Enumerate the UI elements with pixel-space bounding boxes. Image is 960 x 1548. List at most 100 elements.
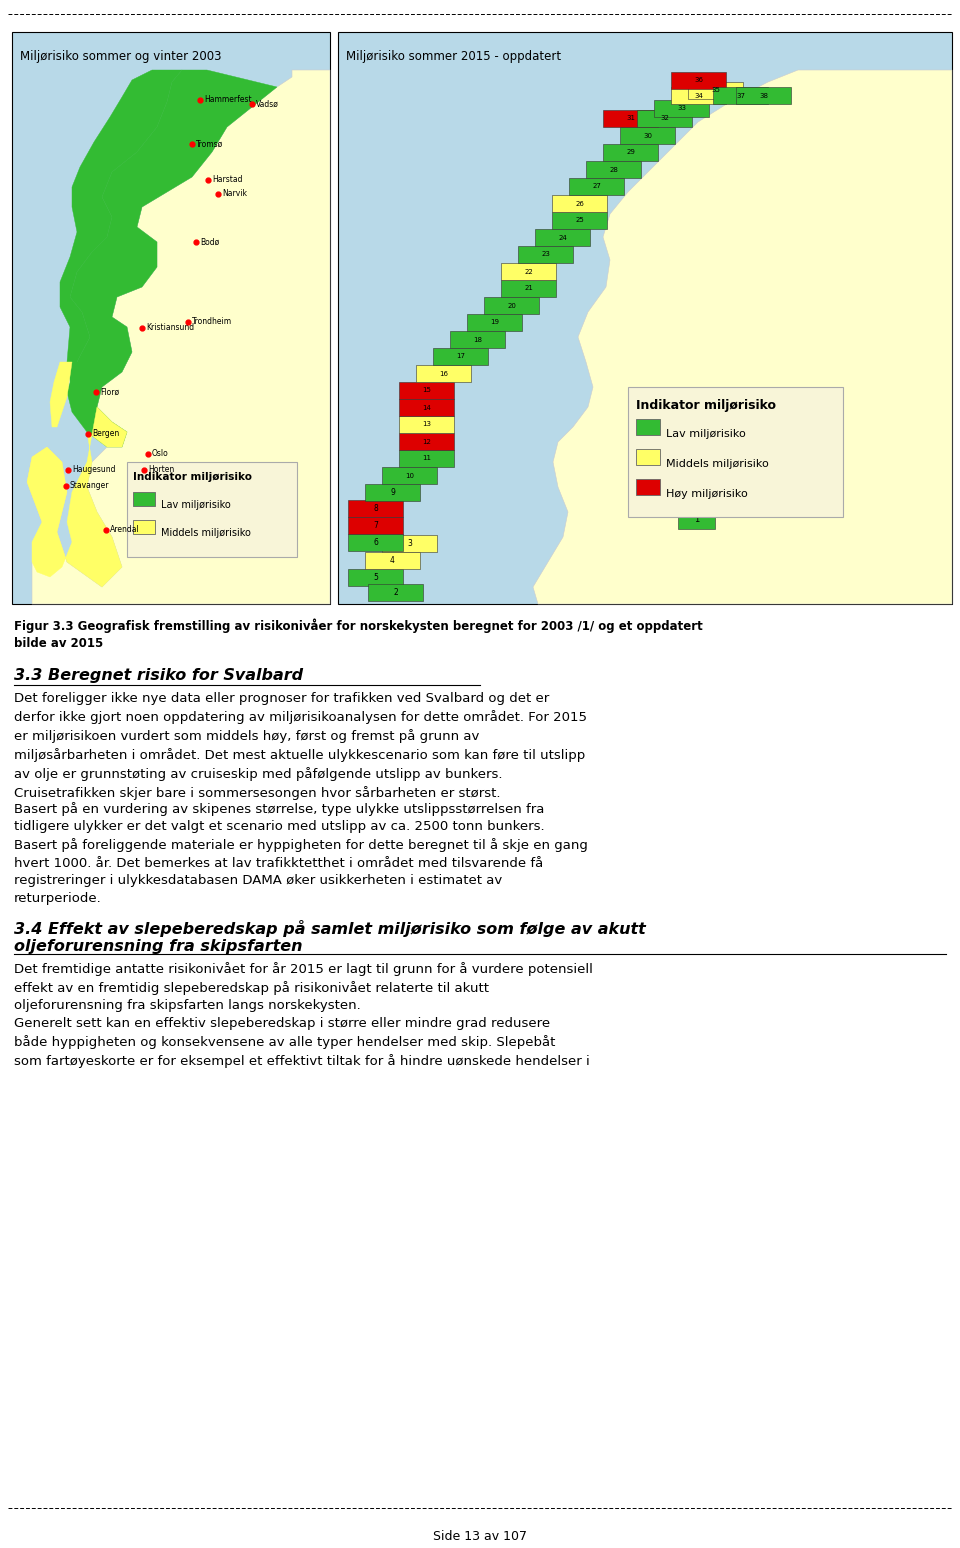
Bar bbox=[484, 297, 539, 314]
Text: Figur 3.3 Geografisk fremstilling av risikonivåer for norskekysten beregnet for : Figur 3.3 Geografisk fremstilling av ris… bbox=[14, 618, 703, 650]
Bar bbox=[678, 492, 715, 529]
Text: Oslo: Oslo bbox=[152, 449, 169, 458]
Text: 11: 11 bbox=[422, 455, 431, 461]
Text: 12: 12 bbox=[422, 438, 431, 444]
Bar bbox=[348, 570, 403, 587]
Bar bbox=[365, 553, 420, 570]
Text: 26: 26 bbox=[575, 201, 584, 206]
Polygon shape bbox=[67, 70, 277, 447]
Text: 38: 38 bbox=[759, 93, 768, 99]
Bar bbox=[637, 110, 692, 127]
Text: 20: 20 bbox=[507, 302, 516, 308]
Text: Middels miljørisiko: Middels miljørisiko bbox=[161, 528, 251, 539]
Text: 19: 19 bbox=[490, 319, 499, 325]
Bar bbox=[636, 420, 660, 435]
Bar bbox=[365, 485, 420, 502]
Polygon shape bbox=[60, 70, 182, 412]
Text: 8: 8 bbox=[373, 505, 378, 512]
Text: 13: 13 bbox=[422, 421, 431, 427]
Text: Narvik: Narvik bbox=[222, 189, 247, 198]
Bar bbox=[382, 536, 437, 553]
Polygon shape bbox=[27, 70, 330, 604]
Text: Harstad: Harstad bbox=[212, 175, 243, 184]
Text: 31: 31 bbox=[626, 116, 635, 121]
Text: Kristiansund: Kristiansund bbox=[146, 324, 194, 333]
Bar bbox=[467, 314, 522, 331]
Text: Tromsø: Tromsø bbox=[196, 139, 224, 149]
Bar bbox=[603, 110, 658, 127]
Bar bbox=[399, 399, 454, 416]
Bar bbox=[620, 127, 675, 144]
Text: Bodø: Bodø bbox=[200, 237, 219, 246]
Polygon shape bbox=[50, 362, 72, 427]
Text: 3.4 Effekt av slepeberedskap på samlet miljørisiko som følge av akutt
oljeforure: 3.4 Effekt av slepeberedskap på samlet m… bbox=[14, 920, 646, 955]
Text: 16: 16 bbox=[439, 370, 448, 376]
Text: Indikator miljørisiko: Indikator miljørisiko bbox=[636, 399, 776, 412]
Text: 3: 3 bbox=[407, 539, 412, 548]
Text: 14: 14 bbox=[422, 404, 431, 410]
Bar bbox=[399, 416, 454, 433]
Bar bbox=[399, 450, 454, 467]
Polygon shape bbox=[27, 407, 127, 587]
Text: 18: 18 bbox=[473, 336, 482, 342]
Polygon shape bbox=[533, 70, 952, 604]
Text: Horten: Horten bbox=[148, 466, 175, 475]
Text: Side 13 av 107: Side 13 av 107 bbox=[433, 1529, 527, 1543]
Bar bbox=[399, 433, 454, 450]
Text: Stavanger: Stavanger bbox=[70, 481, 109, 491]
Bar bbox=[552, 212, 607, 229]
Bar bbox=[348, 534, 403, 551]
Bar bbox=[133, 520, 155, 534]
Text: 25: 25 bbox=[575, 218, 584, 223]
Text: 28: 28 bbox=[609, 167, 618, 172]
Text: 24: 24 bbox=[558, 234, 566, 240]
Text: 29: 29 bbox=[626, 150, 635, 155]
Bar bbox=[628, 387, 843, 517]
Text: 1: 1 bbox=[694, 514, 699, 523]
Bar bbox=[736, 87, 791, 104]
Text: Middels miljørisiko: Middels miljørisiko bbox=[666, 460, 769, 469]
Text: 36: 36 bbox=[694, 77, 703, 84]
Text: Bergen: Bergen bbox=[92, 429, 119, 438]
Text: Basert på en vurdering av skipenes størrelse, type ulykke utslippsstørrelsen fra: Basert på en vurdering av skipenes størr… bbox=[14, 802, 588, 906]
Bar bbox=[416, 365, 471, 382]
Text: 2: 2 bbox=[394, 588, 397, 598]
Bar bbox=[552, 195, 607, 212]
Bar bbox=[671, 87, 726, 104]
Text: 15: 15 bbox=[422, 387, 431, 393]
Bar bbox=[671, 73, 726, 88]
Bar bbox=[501, 263, 556, 280]
Text: 34: 34 bbox=[694, 93, 703, 99]
Text: 3.3 Beregnet risiko for Svalbard: 3.3 Beregnet risiko for Svalbard bbox=[14, 669, 303, 683]
Text: Arendal: Arendal bbox=[110, 525, 140, 534]
Bar bbox=[127, 461, 297, 557]
Text: 9: 9 bbox=[390, 488, 395, 497]
Bar bbox=[338, 33, 952, 604]
Text: Miljørisiko sommer og vinter 2003: Miljørisiko sommer og vinter 2003 bbox=[20, 50, 222, 63]
Text: 30: 30 bbox=[643, 133, 652, 138]
Text: 32: 32 bbox=[660, 116, 669, 121]
Text: Det foreligger ikke nye data eller prognoser for trafikken ved Svalbard og det e: Det foreligger ikke nye data eller progn… bbox=[14, 692, 587, 799]
Bar bbox=[348, 500, 403, 517]
Text: Høy miljørisiko: Høy miljørisiko bbox=[666, 489, 748, 498]
Bar bbox=[133, 492, 155, 506]
Text: 4: 4 bbox=[390, 556, 395, 565]
Bar bbox=[450, 331, 505, 348]
Bar bbox=[368, 584, 423, 601]
Text: Hammerfest: Hammerfest bbox=[204, 96, 252, 105]
Bar bbox=[348, 517, 403, 534]
Text: Haugesund: Haugesund bbox=[72, 466, 115, 475]
Text: Lav miljørisiko: Lav miljørisiko bbox=[666, 429, 746, 440]
Text: 33: 33 bbox=[677, 105, 686, 111]
Text: 17: 17 bbox=[456, 353, 465, 359]
Text: 35: 35 bbox=[711, 88, 720, 93]
Bar bbox=[501, 280, 556, 297]
Text: 7: 7 bbox=[373, 522, 378, 529]
Text: Vadsø: Vadsø bbox=[256, 99, 278, 108]
Bar bbox=[603, 144, 658, 161]
Text: Indikator miljørisiko: Indikator miljørisiko bbox=[133, 472, 252, 481]
Bar bbox=[433, 348, 488, 365]
Text: 37: 37 bbox=[736, 93, 745, 99]
Bar bbox=[569, 178, 624, 195]
Bar bbox=[399, 382, 454, 399]
